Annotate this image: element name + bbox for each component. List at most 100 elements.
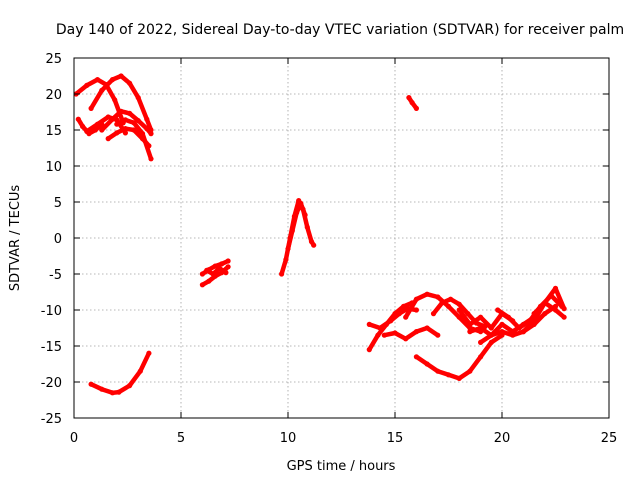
data-point (148, 131, 154, 137)
data-point (131, 120, 137, 126)
data-point (75, 116, 81, 122)
data-point (84, 82, 90, 88)
data-point (531, 311, 537, 317)
series-arc-17 (382, 325, 441, 342)
y-tick-label: -25 (41, 412, 62, 427)
data-point (199, 282, 205, 288)
data-point (84, 128, 90, 134)
data-point (105, 114, 111, 120)
data-point (467, 368, 473, 374)
data-point (488, 339, 494, 345)
data-point (439, 300, 445, 306)
data-point (283, 257, 289, 263)
series-arc-26 (531, 300, 567, 320)
y-tick-label: -20 (41, 376, 62, 391)
data-point (204, 267, 210, 273)
data-point (520, 329, 527, 335)
data-point (478, 339, 484, 345)
axis-ticks: 0 5 10 15 20 25 -25 -20 -15 -10 -5 0 5 10 15 20 25 (41, 52, 618, 446)
data-point (561, 306, 567, 312)
data-point (99, 127, 105, 133)
data-point (122, 126, 128, 132)
x-axis-label: GPS time / hours (287, 459, 396, 474)
data-point (488, 332, 494, 338)
data-point (445, 372, 452, 378)
series-arc-11 (204, 265, 229, 277)
data-point (552, 307, 559, 313)
data-point (488, 325, 494, 331)
data-point (413, 329, 419, 335)
data-series (73, 73, 567, 396)
data-point (88, 381, 94, 387)
data-point (148, 156, 154, 162)
data-point (413, 307, 419, 313)
y-tick-label: -10 (41, 304, 62, 319)
data-point (118, 73, 124, 79)
chart-title: Day 140 of 2022, Sidereal Day-to-day VTE… (56, 22, 624, 38)
data-point (146, 143, 152, 149)
data-point (135, 118, 141, 124)
data-point (210, 271, 216, 277)
x-tick-label: 0 (70, 431, 78, 446)
data-point (561, 314, 567, 320)
data-point (206, 278, 212, 284)
grid (74, 58, 609, 418)
data-point (413, 296, 419, 302)
y-tick-label: 25 (45, 52, 62, 67)
data-point (225, 264, 231, 270)
data-point (219, 261, 225, 267)
data-point (406, 95, 412, 101)
data-point (94, 121, 101, 127)
data-point (109, 77, 116, 83)
data-point (304, 224, 310, 230)
data-point (478, 354, 484, 360)
data-point (135, 95, 141, 101)
data-point (118, 108, 124, 114)
data-point (456, 307, 462, 313)
x-tick-label: 15 (387, 431, 404, 446)
data-point (114, 121, 120, 127)
data-point (499, 329, 505, 335)
data-point (424, 325, 430, 331)
data-point (285, 246, 291, 252)
data-point (478, 314, 484, 320)
data-point (127, 80, 133, 86)
data-point (478, 325, 484, 331)
data-point (388, 318, 394, 324)
data-point (144, 126, 150, 132)
data-point (435, 368, 441, 374)
data-point (531, 318, 537, 324)
data-point (137, 368, 143, 374)
data-point (456, 301, 462, 307)
data-point (116, 389, 122, 395)
data-point (225, 258, 231, 264)
data-point (542, 311, 548, 317)
data-point (146, 350, 152, 356)
data-point (396, 311, 402, 317)
data-point (88, 105, 94, 111)
data-point (199, 271, 205, 277)
x-tick-label: 5 (177, 431, 185, 446)
y-tick-label: 20 (45, 88, 62, 103)
data-point (366, 347, 372, 353)
data-point (435, 332, 441, 338)
data-point (377, 325, 383, 331)
data-point (409, 100, 415, 106)
data-point (456, 314, 462, 320)
data-point (456, 375, 462, 381)
data-point (122, 117, 128, 123)
data-point (223, 270, 229, 276)
data-point (552, 285, 559, 291)
data-point (127, 110, 133, 116)
y-tick-label: 5 (54, 196, 62, 211)
data-point (516, 325, 522, 331)
data-point (94, 77, 101, 83)
data-point (392, 330, 398, 336)
data-point (435, 294, 441, 300)
data-point (109, 390, 116, 396)
data-point (144, 116, 150, 122)
data-point (105, 136, 111, 142)
data-point (216, 265, 223, 271)
data-point (139, 136, 146, 142)
y-tick-label: 0 (54, 232, 62, 247)
